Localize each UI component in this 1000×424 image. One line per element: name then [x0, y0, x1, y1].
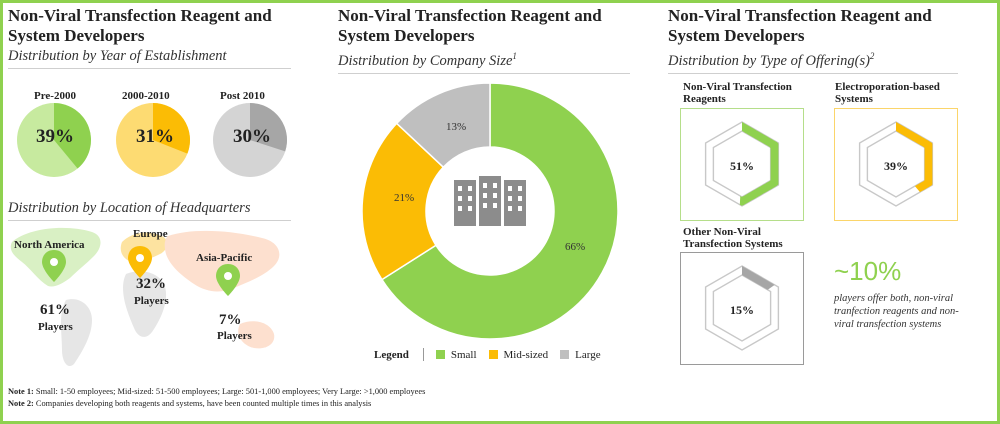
donut-label-small: 66% [565, 241, 585, 253]
legend-swatch-large [560, 350, 570, 359]
panel2-subtitle: Distribution by Company Size1 [338, 47, 630, 70]
offering-box-electroporation: 39% [834, 108, 958, 221]
panel2-subtitle-footnote: 1 [512, 51, 517, 61]
donut-slice-mid-sized [361, 122, 445, 281]
offering-value-reagents: 51% [730, 159, 754, 173]
region-label-north-america: North America [14, 239, 85, 251]
pie-slice-2000-2010 [153, 103, 191, 154]
footnote-2-text: Companies developing both reagents and s… [33, 399, 372, 408]
pie-slice-post-2010 [250, 103, 287, 152]
location-section: Distribution by Location of Headquarters [8, 198, 291, 221]
region-unit-asia-pacific: Players [217, 330, 252, 342]
legend-label-small: Small [450, 348, 477, 361]
offering-label-reagents: Non-Viral Transfection Reagents [683, 81, 792, 105]
hexagon-inner [712, 274, 772, 342]
offering-box-other-systems: 15% [680, 252, 804, 365]
map-pin-asia-pacific [216, 264, 240, 296]
offering-value-other-systems: 15% [730, 303, 754, 317]
legend-divider [422, 348, 424, 361]
panel-year-location: Non-Viral Transfection Reagent and Syste… [8, 6, 291, 69]
legend-title: Legend [374, 348, 409, 361]
region-value-asia-pacific: 7% [219, 312, 242, 328]
footnote-1-text: Small: 1-50 employees; Mid-sized: 51-500… [33, 387, 426, 396]
donut-slices [361, 82, 619, 340]
panel3-title: Non-Viral Transfection Reagent and Syste… [668, 6, 932, 45]
divider [668, 72, 958, 74]
legend-swatch-small [435, 350, 445, 359]
donut-legend: Legend Small Mid-sized Large [374, 348, 601, 361]
location-subtitle: Distribution by Location of Headquarters [8, 200, 251, 216]
region-unit-north-america: Players [38, 321, 73, 333]
region-label-asia-pacific: Asia-Pacific [196, 252, 253, 264]
hexagon-gauge-electroporation [858, 121, 934, 207]
pie-label-post-2010: Post 2010 [220, 90, 265, 102]
legend-swatch-mid-sized [488, 350, 498, 359]
map-pin-north-america [42, 250, 66, 282]
map-region-south-america [61, 299, 92, 367]
hexagon-track [858, 121, 934, 207]
map-pin-europe [128, 246, 152, 278]
donut-slice-large [395, 82, 491, 169]
footnote-1-label: Note 1: [8, 387, 34, 396]
region-value-north-america: 61% [40, 302, 70, 318]
panel-company-size: Non-Viral Transfection Reagent and Syste… [338, 6, 630, 74]
donut-label-mid-sized: 21% [394, 192, 414, 204]
map-region-asia-pacific [164, 230, 280, 292]
callout-value: ~10% [834, 256, 902, 286]
map-region-africa [123, 271, 167, 337]
offering-value-electroporation: 39% [884, 159, 908, 173]
offering-label-electroporation: Electroporation-based Systems [835, 81, 940, 105]
world-map [10, 227, 280, 367]
panel3-subtitle-text: Distribution by Type of Offering(s) [668, 52, 870, 69]
pie-slice-pre-2000 [54, 103, 92, 169]
offering-label-other-systems: Other Non-Viral Transfection Systems [683, 226, 783, 250]
panel1-subtitle: Distribution by Year of Establishment [8, 48, 227, 64]
footnote-1: Note 1: Small: 1-50 employees; Mid-sized… [8, 386, 425, 398]
panel1-title: Non-Viral Transfection Reagent and Syste… [8, 6, 272, 45]
panel3-subtitle: Distribution by Type of Offering(s)2 [668, 47, 958, 70]
footnote-2: Note 2: Companies developing both reagen… [8, 398, 425, 410]
callout-text: players offer both, non-viral tranfectio… [834, 293, 959, 330]
region-unit-europe: Players [134, 295, 169, 307]
divider [8, 220, 291, 221]
panel2-title: Non-Viral Transfection Reagent and Syste… [338, 6, 602, 45]
panel-offering-type: Non-Viral Transfection Reagent and Syste… [668, 6, 958, 74]
pie-value-pre-2000: 39% [36, 126, 74, 147]
region-label-europe: Europe [133, 228, 168, 240]
map-region-oceania [238, 321, 275, 349]
pie-label-pre-2000: Pre-2000 [34, 90, 76, 102]
pie-value-2000-2010: 31% [136, 126, 174, 147]
hexagon-fill [739, 122, 779, 206]
hexagon-gauge-other-systems [704, 265, 780, 351]
legend-label-mid-sized: Mid-sized [503, 348, 549, 361]
building-icon [454, 176, 526, 226]
pie-label-2000-2010: 2000-2010 [122, 90, 170, 102]
company-size-donut: 66% 21% 13% [361, 82, 619, 340]
hexagon-track [704, 265, 780, 351]
hexagon-fill [742, 266, 775, 290]
panel3-subtitle-footnote: 2 [869, 51, 875, 61]
divider [8, 68, 291, 69]
divider [338, 72, 630, 74]
hexagon-track [704, 121, 780, 207]
region-value-europe: 32% [136, 276, 166, 292]
year-pie-charts [17, 103, 287, 177]
donut-slice-small [380, 82, 619, 340]
panel2-subtitle-text: Distribution by Company Size [338, 52, 513, 69]
hexagon-fill [896, 122, 933, 193]
pie-value-post-2010: 30% [233, 126, 271, 147]
footnotes: Note 1: Small: 1-50 employees; Mid-sized… [8, 386, 425, 410]
offering-box-reagents: 51% [680, 108, 804, 221]
hexagon-gauge-reagents [704, 121, 780, 207]
legend-label-large: Large [575, 348, 601, 361]
donut-label-large: 13% [446, 121, 466, 133]
footnote-2-label: Note 2: [8, 399, 34, 408]
